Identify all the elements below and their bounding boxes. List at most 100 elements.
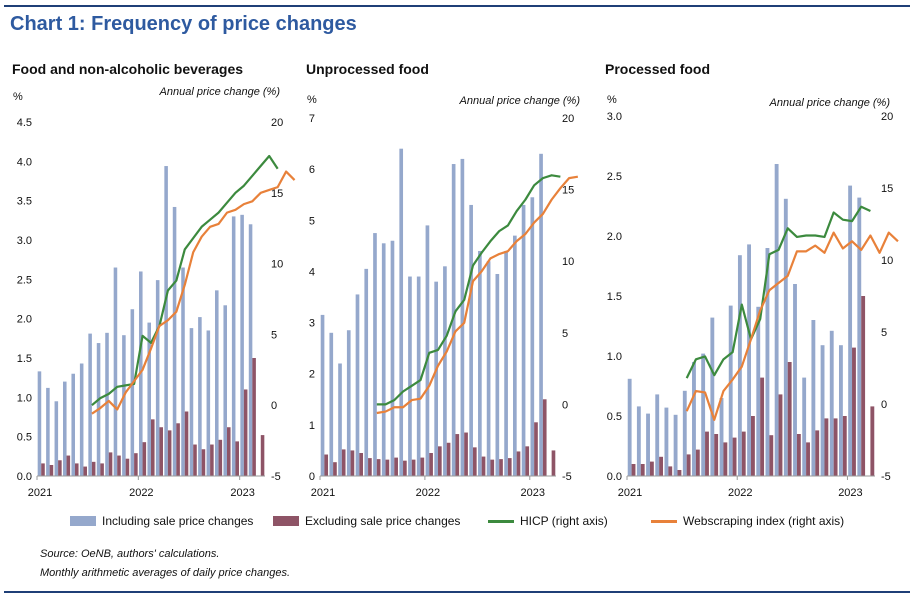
chart3-bar-excluding [861,296,866,476]
chart2-left-tick-label: 5 [309,215,315,227]
chart1-bar-excluding [100,463,104,476]
chart3-bar-including [655,394,660,476]
chart2-bar-excluding [333,462,337,476]
chart2-bar-excluding [438,446,442,476]
chart1-left-tick-label: 2.0 [17,314,32,326]
chart3-bar-excluding [640,464,645,476]
chart1-x-tick-label: 2022 [129,487,153,499]
chart2-bar-including [329,332,334,476]
chart1-bar-excluding [159,427,163,476]
legend-swatch-hicp [488,519,514,523]
chart2-line-webscraping [376,175,579,415]
chart1-bar-including [223,305,227,476]
chart3-bar-excluding [705,431,709,476]
chart2-bar-excluding [403,460,407,476]
chart2-bar-including [539,153,543,477]
chart1-left-tick-label: 0.5 [17,432,32,444]
chart1-bar-excluding [193,444,197,476]
source-note: Source: OeNB, authors' calculations. [40,548,220,560]
top-rule [4,5,910,7]
chart2-bar-excluding [542,399,547,476]
legend-swatch-excluding [273,516,299,526]
chart2-bar-excluding [464,432,468,476]
chart1-bar-including [79,363,84,476]
chart1-bar-excluding [151,419,155,476]
chart1-bar-including [189,328,194,476]
legend: Including sale price changes Excluding s… [0,514,914,534]
chart2-left-tick-label: 3 [309,318,315,330]
chart1-right-tick-label: 5 [271,329,277,341]
description-note: Monthly arithmetic averages of daily pri… [40,567,291,579]
chart2-line-hicp [376,174,561,406]
chart2-right-tick-label: 20 [562,113,574,125]
chart3-bar-excluding [824,418,829,476]
chart2-bar-excluding [359,452,363,476]
chart3-bar-excluding [631,464,636,476]
chart3-left-tick-label: 1.0 [607,351,622,363]
chart2-bar-excluding [350,450,355,476]
chart3-right-tick-label: 10 [881,255,893,267]
chart3-line-hicp [685,205,871,379]
chart1-left-tick-label: 4.5 [17,117,32,129]
chart3-bar-including [783,198,788,477]
chart3-bar-excluding [852,347,856,476]
chart3-bar-including [829,330,834,476]
chart2-bar-excluding [324,454,329,476]
chart2-bar-excluding [525,446,530,476]
chart3-bar-excluding [751,416,755,476]
bottom-rule [4,591,910,593]
chart2-bar-including [513,235,517,476]
chart1-title: Food and non-alcoholic beverages [12,61,243,77]
chart3-bar-excluding [833,418,838,476]
chart3-bar-including [811,320,816,476]
chart2-bar-including [346,330,351,476]
chart2-x-tick-label: 2022 [416,487,440,499]
chart1-bar-including [215,290,219,476]
chart1-bar-including [122,335,126,476]
legend-item-including: Including sale price changes [70,514,253,528]
chart2-bar-excluding [490,459,495,476]
chart1-bar-excluding [176,423,180,476]
chart3-bar-including [673,414,678,476]
chart1-bar-including [155,280,160,476]
chart2-bar-including [408,276,412,476]
chart1-bar-including [54,401,59,476]
chart1-bar-including [46,387,50,476]
chart3-bar-including [636,406,641,476]
chart2-bar-excluding [411,459,416,476]
chart2-x-tick-label: 2021 [311,487,335,499]
chart3-bar-excluding [659,456,664,476]
chart2-bar-including [521,204,526,476]
chart2-left-tick-label: 7 [309,113,315,125]
chart3-x-tick-label: 2022 [728,487,752,499]
chart1-left-tick-label: 1.0 [17,392,32,404]
chart3-right-tick-label: -5 [881,471,891,483]
chart3-bar-including [774,164,779,476]
chart2-bar-excluding [516,451,521,476]
chart1-left-tick-label: 2.5 [17,274,32,286]
chart3-bar-including [857,197,862,476]
chart2-bar-excluding [376,459,381,476]
chart1-bar-including [37,371,42,476]
chart1-left-tick-label: 1.5 [17,353,32,365]
chart3-x-tick-label: 2023 [838,487,862,499]
chart1-right-axis-label: Annual price change (%) [159,86,281,98]
chart3-bar-including [793,284,797,476]
legend-label-excluding: Excluding sale price changes [305,514,461,528]
chart1-bar-excluding [117,455,121,476]
chart1-bar-including [181,267,185,476]
chart2-x-tick-label: 2023 [521,487,545,499]
chart2-bar-excluding [481,456,486,476]
chart1-bar-including [231,216,236,476]
chart2-bar-including [364,268,369,476]
chart3-left-tick-label: 0.0 [607,471,622,483]
chart2-bar-including [373,233,377,476]
chart2-bar-including [443,266,447,476]
chart2-left-tick-label: 6 [309,164,315,176]
chart3-bar-including [719,398,724,476]
chart3-left-axis-unit: % [607,94,617,106]
chart3-bar-excluding [723,442,728,476]
chart3-bar-excluding [649,461,654,476]
legend-label-including: Including sale price changes [102,514,254,528]
chart1-right-tick-label: 15 [271,188,283,200]
